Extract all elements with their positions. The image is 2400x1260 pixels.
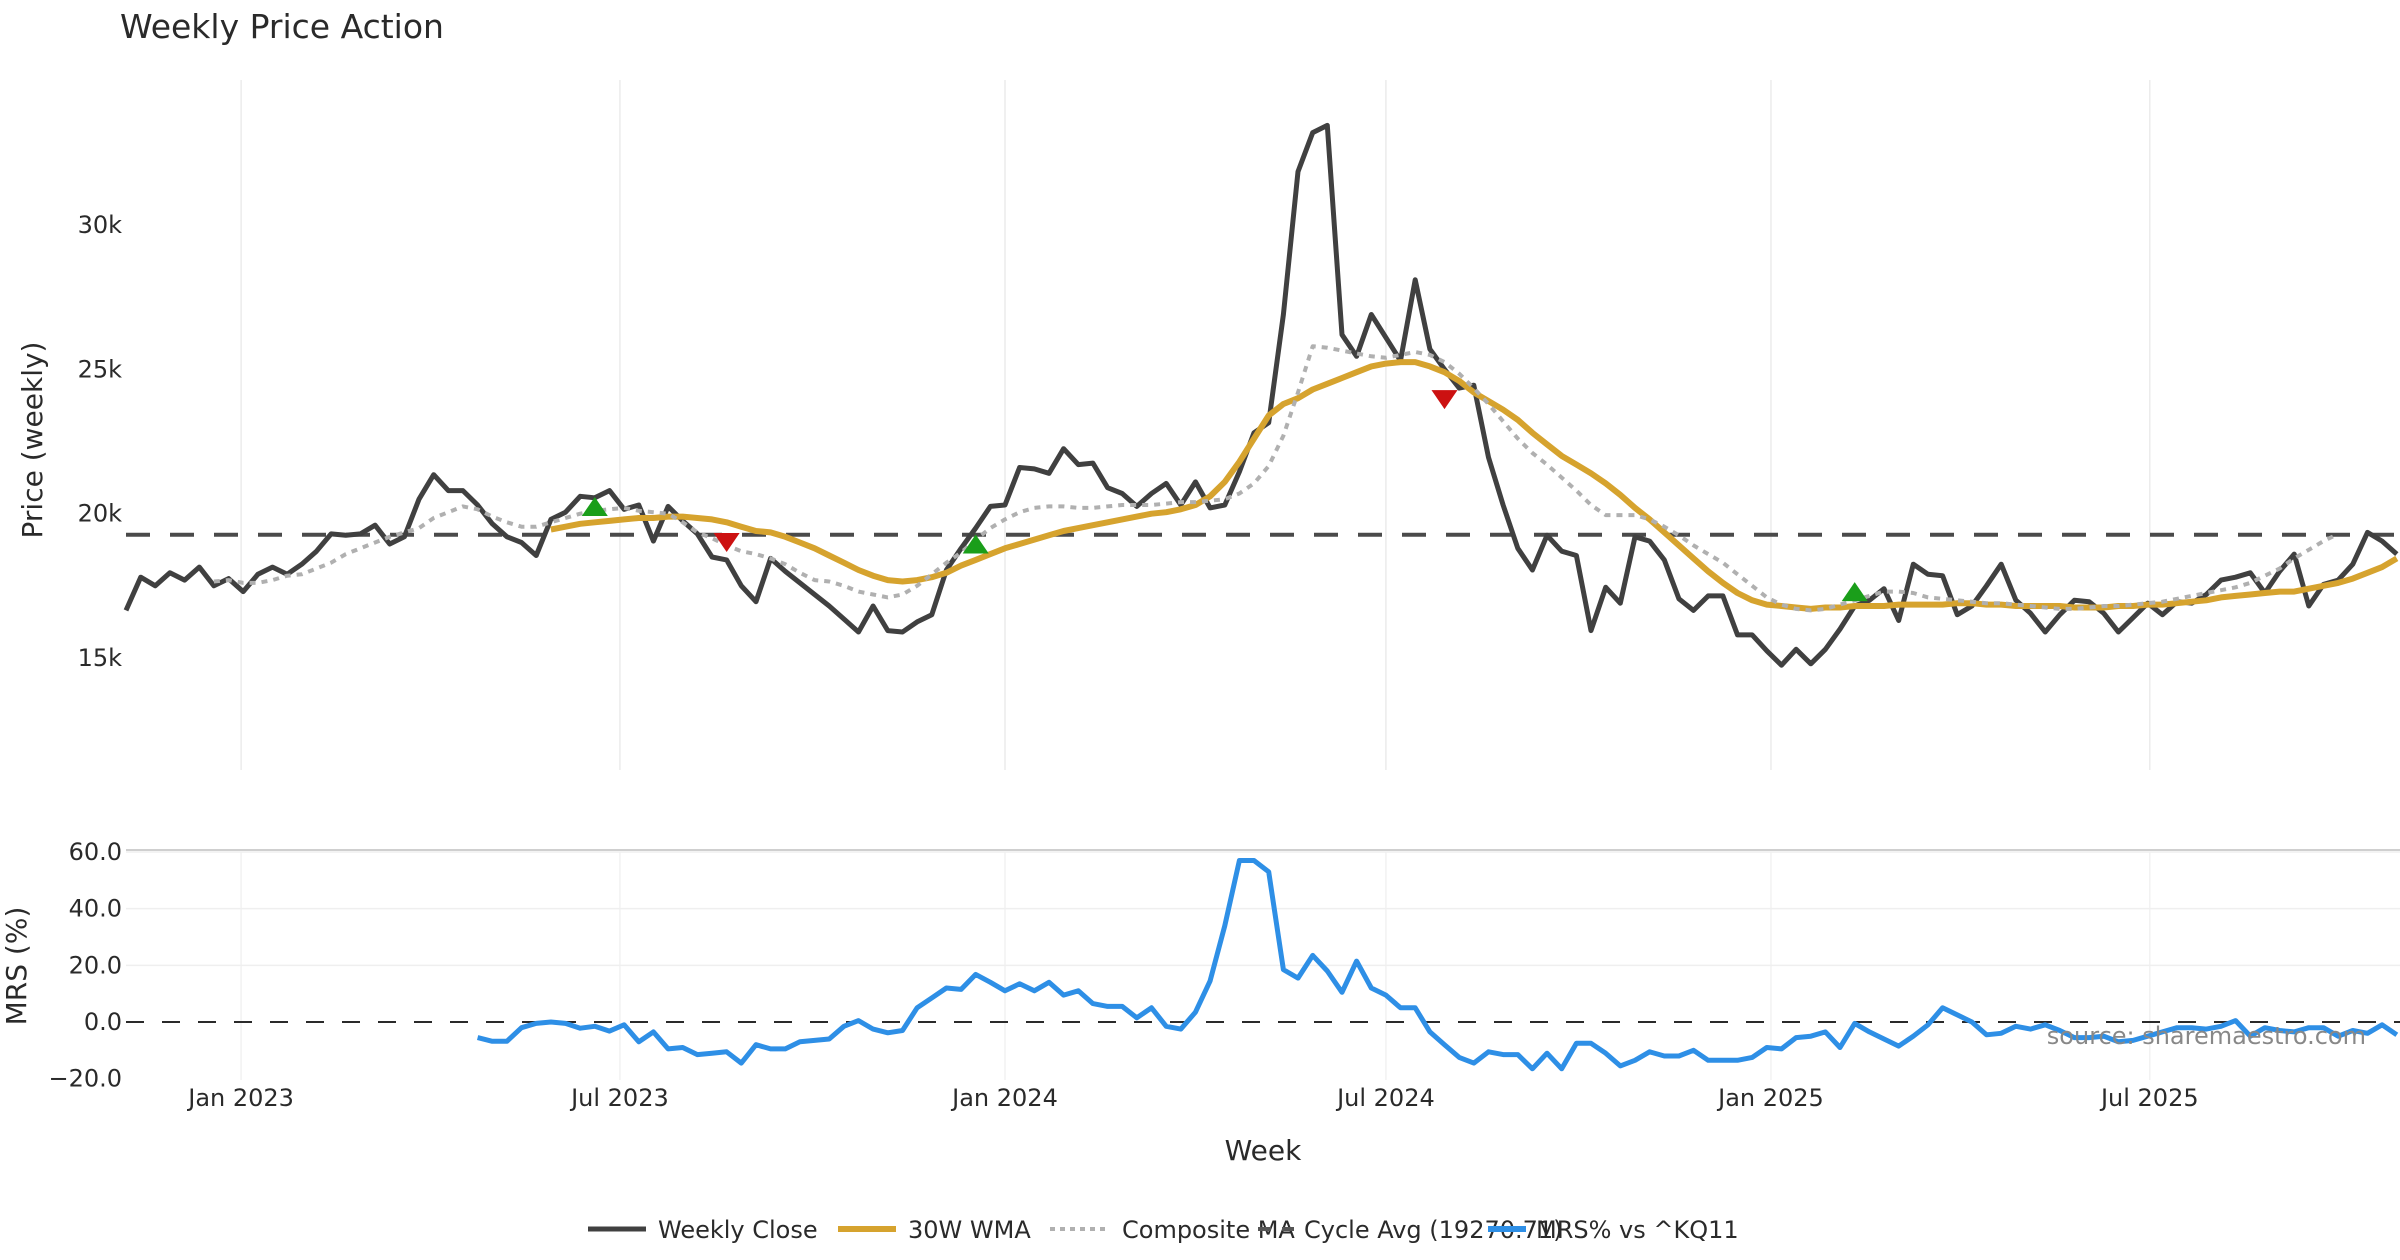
x-tick-label: Jan 2025 (1716, 1084, 1824, 1112)
x-tick-label: Jan 2024 (950, 1084, 1058, 1112)
mrs-y-tick-label: −20.0 (48, 1065, 122, 1093)
price-y-axis-title: Price (weekly) (16, 342, 49, 539)
gridlines (126, 80, 2400, 1080)
legend-item-weekly-close[interactable]: Weekly Close (588, 1216, 818, 1244)
chart-title: Weekly Price Action (120, 7, 444, 46)
mrs-y-tick-label: 40.0 (69, 895, 122, 923)
legend-label: 30W WMA (908, 1216, 1031, 1244)
mrs-y-tick-label: 0.0 (84, 1008, 122, 1036)
composite-ma-line (213, 344, 2340, 613)
legend-label: Weekly Close (658, 1216, 818, 1244)
x-axis-title: Week (1225, 1134, 1302, 1167)
price-y-tick-label: 15k (78, 644, 123, 672)
signal-markers (581, 390, 1868, 602)
x-tick-label: Jul 2024 (1335, 1084, 1435, 1112)
weekly-close-line (123, 122, 2399, 668)
mrs-y-tick-label: 20.0 (69, 951, 122, 979)
series-lines (123, 122, 2399, 1072)
legend-label: MRS% vs ^KQ11 (1536, 1216, 1739, 1244)
price-y-tick-label: 30k (78, 211, 123, 239)
reference-lines (126, 532, 2400, 1023)
legend: Weekly Close 30W WMA Composite MA Cycle … (588, 1216, 1739, 1244)
price-y-tick-label: 20k (78, 500, 123, 528)
x-tick-label: Jan 2023 (186, 1084, 294, 1112)
mrs-line (476, 858, 2399, 1072)
price-y-tick-label: 25k (78, 355, 123, 383)
mrs-y-axis-title: MRS (%) (0, 907, 33, 1026)
tick-labels: Jan 2023 Jul 2023 Jan 2024 Jul 2024 Jan 2025… (48, 211, 2198, 1112)
buy-signal-marker (581, 496, 608, 516)
wma-30w-line (550, 359, 2399, 612)
mrs-y-tick-label: 60.0 (69, 838, 122, 866)
x-tick-label: Jul 2025 (2099, 1084, 2199, 1112)
buy-signal-marker (962, 534, 989, 554)
sell-signal-marker (1431, 390, 1458, 410)
source-annotation: source: sharemaestro.com (2047, 1022, 2366, 1050)
x-tick-label: Jul 2023 (569, 1084, 669, 1112)
buy-signal-marker (1841, 582, 1868, 602)
sell-signal-marker (713, 533, 740, 553)
legend-item-30w-wma[interactable]: 30W WMA (838, 1216, 1031, 1244)
legend-item-mrs[interactable]: MRS% vs ^KQ11 (1488, 1216, 1739, 1244)
